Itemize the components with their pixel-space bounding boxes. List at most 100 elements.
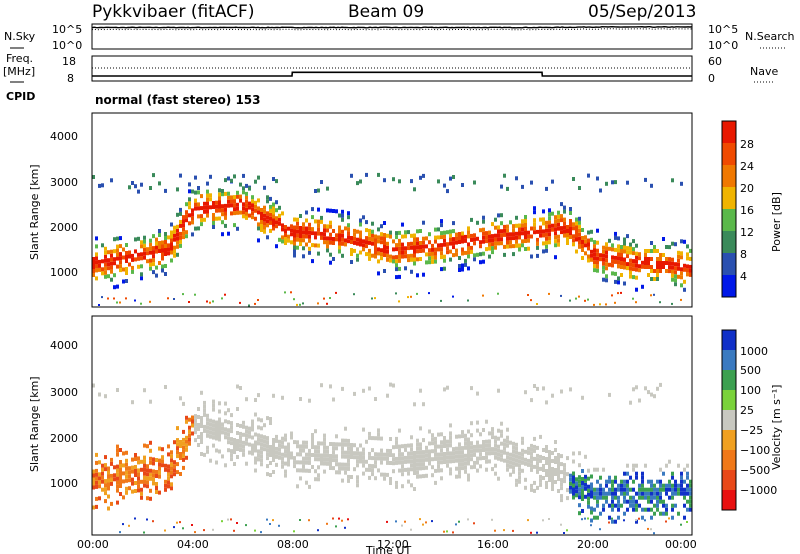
data-cell bbox=[281, 211, 284, 216]
data-cell bbox=[254, 412, 257, 417]
data-cell bbox=[620, 483, 623, 488]
data-cell bbox=[494, 245, 497, 250]
data-cell bbox=[470, 457, 473, 462]
data-cell bbox=[440, 267, 443, 272]
data-cell bbox=[605, 491, 608, 496]
data-cell bbox=[395, 259, 398, 264]
data-cell bbox=[401, 472, 404, 477]
data-cell bbox=[212, 403, 215, 408]
data-cell bbox=[632, 495, 635, 500]
data-cell bbox=[623, 249, 626, 254]
data-cell bbox=[647, 249, 650, 253]
data-cell bbox=[668, 269, 671, 274]
vel-colorbar-bin bbox=[722, 350, 736, 370]
data-cell bbox=[425, 521, 427, 524]
data-cell bbox=[515, 215, 518, 220]
data-cell bbox=[221, 204, 224, 209]
data-cell bbox=[599, 257, 602, 262]
vel-cbar-tick-m1000: −1000 bbox=[740, 484, 777, 497]
data-cell bbox=[320, 231, 323, 236]
data-cell bbox=[572, 459, 575, 464]
data-cell bbox=[497, 456, 500, 461]
data-cell bbox=[92, 485, 95, 490]
data-cell bbox=[257, 457, 260, 462]
data-cell bbox=[401, 254, 404, 259]
data-cell bbox=[491, 431, 494, 436]
data-cell bbox=[665, 487, 668, 492]
data-cell bbox=[632, 479, 635, 484]
data-cell bbox=[500, 184, 503, 189]
data-cell bbox=[509, 456, 512, 461]
data-cell bbox=[227, 408, 230, 413]
data-cell bbox=[290, 455, 293, 460]
data-cell bbox=[320, 457, 323, 462]
data-cell bbox=[233, 446, 236, 450]
data-cell bbox=[647, 273, 650, 277]
data-cell bbox=[659, 257, 662, 261]
data-cell bbox=[173, 468, 176, 473]
data-cell bbox=[242, 452, 245, 457]
data-cell bbox=[398, 246, 401, 251]
data-cell bbox=[635, 267, 638, 272]
data-cell bbox=[368, 451, 371, 456]
data-cell bbox=[257, 453, 260, 458]
data-cell bbox=[587, 242, 590, 247]
data-cell bbox=[176, 454, 179, 459]
data-cell bbox=[209, 418, 212, 423]
data-cell bbox=[578, 463, 581, 468]
data-cell bbox=[443, 436, 446, 440]
data-cell bbox=[488, 451, 491, 456]
data-cell bbox=[596, 467, 599, 472]
data-cell bbox=[329, 442, 332, 446]
data-cell bbox=[410, 467, 413, 472]
data-cell bbox=[269, 212, 272, 217]
data-cell bbox=[509, 452, 512, 457]
freq-left-label-2: [MHz] bbox=[3, 65, 35, 78]
data-cell bbox=[662, 265, 665, 269]
data-cell bbox=[278, 447, 281, 452]
data-cell bbox=[545, 449, 548, 453]
data-cell bbox=[311, 437, 314, 441]
data-cell bbox=[632, 499, 635, 504]
data-cell bbox=[314, 429, 317, 434]
data-cell bbox=[353, 236, 356, 241]
data-cell bbox=[317, 457, 320, 462]
data-cell bbox=[623, 245, 626, 250]
data-cell bbox=[224, 207, 227, 212]
data-cell bbox=[533, 436, 536, 441]
data-cell bbox=[650, 507, 653, 512]
data-cell bbox=[275, 179, 278, 184]
data-cell bbox=[686, 487, 689, 492]
data-cell bbox=[179, 521, 181, 524]
data-cell bbox=[344, 462, 347, 467]
data-cell bbox=[632, 263, 635, 268]
data-cell bbox=[566, 488, 569, 493]
data-cell bbox=[404, 455, 407, 460]
data-cell bbox=[671, 178, 674, 183]
data-cell bbox=[452, 253, 455, 258]
data-cell bbox=[572, 222, 575, 227]
data-cell bbox=[599, 495, 602, 500]
data-cell bbox=[377, 259, 380, 264]
data-cell bbox=[548, 220, 551, 225]
data-cell bbox=[410, 443, 413, 448]
data-cell bbox=[575, 225, 578, 230]
data-cell bbox=[479, 228, 482, 233]
data-cell bbox=[497, 388, 500, 393]
data-cell bbox=[194, 226, 197, 231]
data-cell bbox=[557, 238, 560, 243]
data-cell bbox=[173, 253, 176, 258]
data-cell bbox=[476, 428, 479, 433]
power-colorbar-bin bbox=[722, 209, 736, 231]
data-cell bbox=[590, 474, 593, 479]
data-cell bbox=[569, 219, 572, 223]
data-cell bbox=[545, 469, 548, 473]
data-cell bbox=[176, 240, 179, 245]
data-cell bbox=[590, 490, 593, 495]
data-cell bbox=[668, 265, 671, 270]
data-cell bbox=[434, 448, 437, 453]
data-cell bbox=[422, 466, 425, 471]
data-cell bbox=[476, 236, 479, 241]
data-cell bbox=[599, 475, 602, 480]
data-cell bbox=[515, 458, 518, 463]
